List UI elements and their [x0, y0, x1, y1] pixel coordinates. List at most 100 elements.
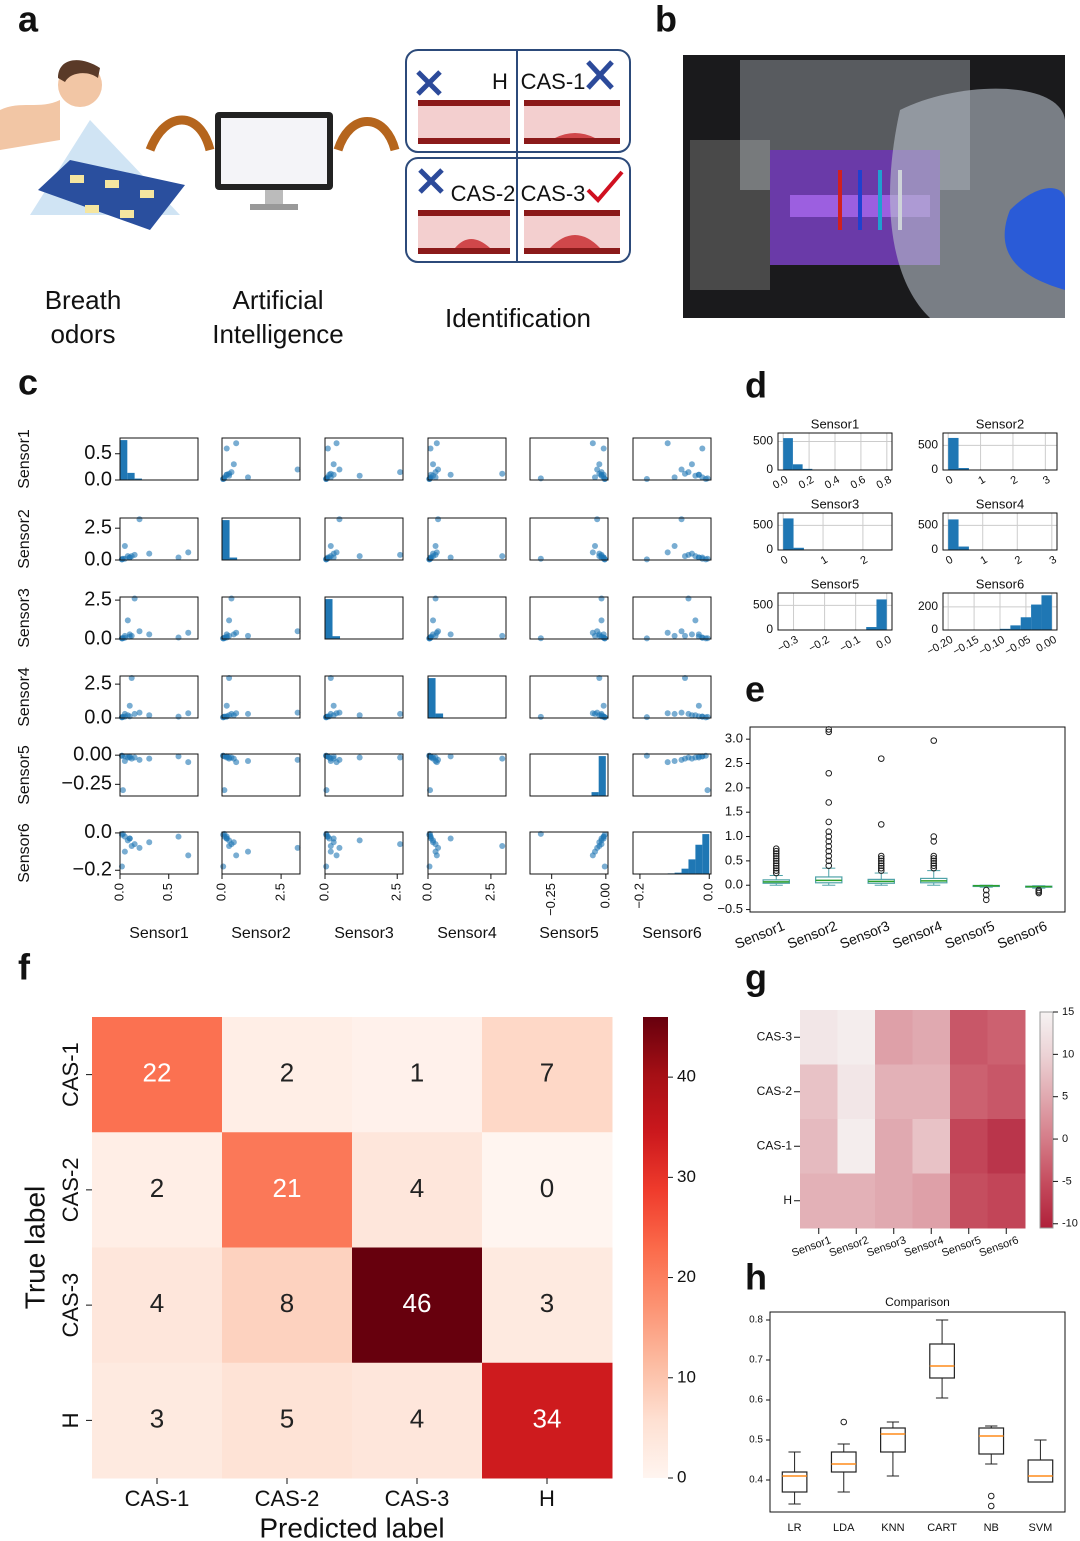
scatter-point — [146, 839, 153, 846]
x-tick-label: Sensor5 — [940, 1234, 983, 1259]
scatter-point — [695, 471, 702, 478]
scatter-point — [327, 848, 334, 855]
scatter-point — [447, 835, 454, 842]
scatter-point — [136, 516, 143, 523]
heat-cell — [875, 1173, 913, 1229]
scatter-point — [330, 835, 337, 842]
scatter-point — [356, 754, 363, 761]
outlier — [825, 728, 833, 736]
scatter-point — [333, 852, 340, 859]
outlier — [825, 838, 833, 845]
heat-cell — [352, 1017, 483, 1133]
subplot-frame — [529, 437, 609, 481]
heat-cell — [352, 1132, 483, 1248]
cell-label: 3 — [150, 1403, 164, 1433]
scatter-point — [643, 475, 650, 482]
scatter-point — [433, 852, 440, 859]
scatter-point — [594, 516, 601, 523]
outlier — [930, 855, 938, 862]
subplot-frame — [632, 517, 712, 561]
x-tick-label: Sensor3 — [865, 1234, 908, 1259]
x-tick-label: H — [539, 1486, 555, 1511]
y-tick-label: 0 — [931, 542, 938, 556]
heat-cell — [875, 1010, 913, 1065]
colorbar — [1039, 1011, 1054, 1229]
subplot-frame — [777, 512, 893, 551]
y-tick-label: 500 — [753, 518, 773, 532]
y-axis-label: True label — [19, 1186, 50, 1309]
x-tick-label: −0.20 — [925, 634, 955, 658]
x-tick-label: LDA — [833, 1522, 855, 1534]
scatter-point — [704, 713, 711, 720]
x-tick-label: 1 — [978, 554, 989, 567]
heat-cell — [800, 1119, 838, 1174]
y-tick-label: 2.5 — [84, 672, 112, 694]
panel-label: e — [745, 669, 765, 710]
x-tick-label: 0.0 — [419, 883, 434, 901]
scatter-point — [699, 445, 706, 452]
x-tick-label: −0.15 — [951, 634, 981, 658]
scatter-point — [333, 759, 340, 766]
outlier — [825, 833, 833, 840]
outlier — [772, 852, 780, 860]
scatter-point — [685, 710, 692, 717]
outlier — [877, 864, 885, 872]
heat-cell — [800, 1064, 838, 1120]
scatter-point — [601, 635, 608, 642]
heat-cell — [92, 1132, 223, 1248]
y-tick-label: 1.0 — [725, 828, 743, 843]
heat-cell — [222, 1132, 353, 1248]
x-tick-label: −0.1 — [838, 634, 863, 655]
colorbar-tick-label: 0 — [1062, 1133, 1068, 1145]
subplot-frame — [632, 596, 712, 640]
x-tick-label: Sensor5 — [942, 917, 997, 951]
scatter-point — [682, 470, 688, 477]
heat-cell — [912, 1173, 951, 1229]
scatter-point — [185, 710, 192, 717]
hist-bar — [134, 478, 142, 480]
scatter-point — [294, 844, 301, 851]
heat-cell — [837, 1010, 876, 1065]
scatter-point — [600, 702, 607, 709]
outlier — [930, 857, 938, 865]
hist-bar — [1041, 595, 1052, 630]
x-tick-label: 0.2 — [797, 474, 816, 492]
scatter-point — [671, 758, 678, 764]
outlier — [825, 852, 833, 860]
scatter-point — [598, 710, 605, 717]
y-tick-label: 0.7 — [749, 1355, 763, 1366]
scatter-point — [433, 759, 440, 766]
scatter-point — [664, 629, 671, 636]
subplot-frame — [632, 753, 712, 797]
chart-title: Comparison — [885, 1295, 950, 1309]
scatter-point — [692, 712, 699, 719]
scatter-point — [226, 617, 233, 624]
scatter-point — [356, 712, 363, 719]
x-tick-label: Sensor4 — [903, 1234, 946, 1259]
scatter-point — [327, 675, 334, 682]
hist-bar — [1031, 604, 1042, 630]
x-tick-label: Sensor4 — [890, 917, 945, 951]
hist-bar — [958, 546, 969, 550]
panel-label: g — [745, 957, 767, 998]
y-tick-label: CAS-3 — [757, 1029, 793, 1043]
y-tick-label: 2.5 — [84, 516, 112, 538]
scatter-point — [146, 755, 153, 762]
y-tick-label: 0.0 — [84, 627, 112, 649]
outlier — [930, 838, 938, 845]
panel-label: b — [655, 0, 677, 40]
heat-cell — [800, 1010, 838, 1065]
outlier — [987, 1492, 995, 1500]
scatter-point — [126, 835, 133, 842]
scatter-point — [175, 634, 182, 641]
scatter-point — [323, 714, 330, 721]
row-label: Sensor6 — [16, 823, 33, 883]
cell-label: 2 — [150, 1173, 164, 1203]
scatter-point — [678, 466, 685, 473]
x-tick-label: Sensor1 — [732, 917, 787, 951]
y-tick-label: 0.0 — [84, 468, 112, 490]
scatter-point — [175, 833, 182, 840]
x-tick-label: 0.0 — [213, 883, 228, 901]
subplot-frame — [427, 831, 507, 875]
outlier — [877, 867, 885, 874]
